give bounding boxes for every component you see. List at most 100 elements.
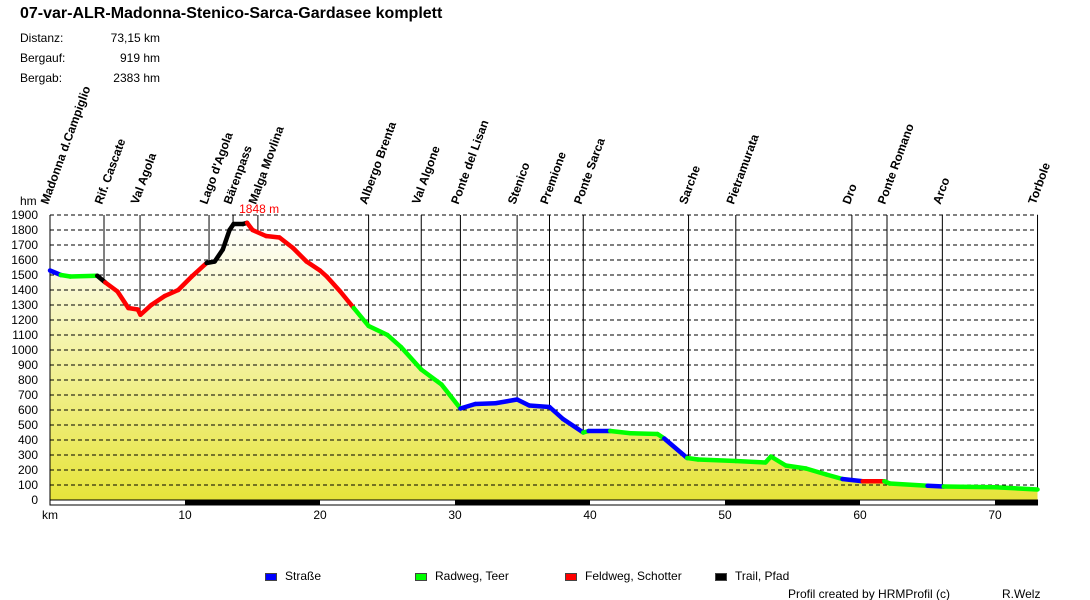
profile-segment-bikepath bbox=[887, 481, 930, 488]
profile-segment-bikepath bbox=[439, 382, 463, 411]
profile-segment-bikepath bbox=[733, 458, 768, 465]
profile-segment-gravel bbox=[189, 260, 209, 279]
stat-value: 2383 hm bbox=[113, 71, 160, 85]
stat-distance: Distanz: 73,15 km bbox=[20, 31, 160, 45]
max-elevation-label: 1848 m bbox=[239, 202, 279, 216]
y-tick-label: 700 bbox=[18, 388, 38, 402]
profile-segment-gravel bbox=[103, 280, 120, 294]
profile-segment-bikepath bbox=[695, 457, 739, 464]
profile-segment-gravel bbox=[149, 293, 167, 308]
y-tick-label: 1500 bbox=[11, 268, 38, 282]
x-tick-label: 40 bbox=[583, 508, 597, 522]
profile-segment-gravel bbox=[277, 235, 296, 251]
profile-segment-gravel bbox=[290, 245, 309, 264]
profile-segment-gravel bbox=[338, 289, 356, 311]
x-axis-bar-segment bbox=[725, 500, 860, 505]
legend-swatch bbox=[715, 572, 727, 581]
y-tick-label: 1100 bbox=[12, 328, 38, 342]
chart-title: 07-var-ALR-Madonna-Stenico-Sarca-Gardase… bbox=[20, 5, 443, 22]
profile-segment-bikepath bbox=[628, 431, 660, 437]
y-tick-label: 1200 bbox=[11, 313, 38, 327]
y-tick-label: 1800 bbox=[11, 223, 38, 237]
profile-segment-bikepath bbox=[803, 466, 829, 477]
x-axis-bar-segment bbox=[455, 500, 590, 505]
profile-segment-bikepath bbox=[419, 367, 444, 387]
profile-segment-trail bbox=[212, 247, 226, 264]
legend-swatch bbox=[265, 572, 277, 581]
credit-text: Profil created by HRMProfil (c) bbox=[788, 587, 951, 600]
stat-ascent: Bergauf: 919 hm bbox=[20, 51, 160, 65]
profile-segment-road bbox=[925, 483, 946, 489]
y-tick-label: 600 bbox=[18, 403, 38, 417]
y-tick-label: 1600 bbox=[11, 253, 38, 267]
profile-segment-road bbox=[560, 416, 586, 435]
y-tick-label: 400 bbox=[18, 433, 38, 447]
legend-swatch bbox=[565, 572, 577, 581]
y-tick-label: 900 bbox=[18, 358, 38, 372]
y-tick-label: 1900 bbox=[11, 208, 38, 222]
profile-area bbox=[50, 222, 1038, 501]
x-tick-label: 70 bbox=[988, 508, 1002, 522]
profile-segment-gravel bbox=[176, 274, 194, 293]
y-tick-label: 800 bbox=[18, 373, 38, 387]
waypoint-label: Ponte del Lisan bbox=[448, 118, 491, 206]
x-tick-label: 20 bbox=[313, 508, 327, 522]
waypoint-label: Val Algone bbox=[409, 144, 443, 206]
profile-segment-gravel bbox=[304, 259, 323, 273]
profile-segment-trail bbox=[220, 227, 232, 252]
profile-segment-road bbox=[662, 436, 690, 461]
author-text: R.Welz bbox=[1002, 587, 1041, 600]
stat-label: Distanz: bbox=[20, 31, 64, 45]
profile-segment-gravel bbox=[250, 227, 269, 239]
profile-segment-bikepath bbox=[351, 305, 371, 329]
profile-segment-bikepath bbox=[398, 344, 424, 372]
y-axis-label: hm bbox=[20, 194, 37, 208]
legend-item-trail: Trail, Pfad bbox=[715, 569, 789, 583]
stat-value: 919 hm bbox=[119, 51, 160, 65]
x-axis-bar-segment bbox=[185, 500, 320, 505]
profile-segment-bikepath bbox=[385, 332, 404, 350]
x-axis-bar-segment bbox=[995, 500, 1038, 505]
y-tick-label: 100 bbox=[18, 478, 38, 492]
waypoint-label: Arco bbox=[930, 176, 953, 206]
profile-segment-gravel bbox=[324, 274, 343, 294]
y-tick-label: 200 bbox=[18, 463, 38, 477]
profile-segment-road bbox=[493, 397, 520, 406]
legend-label: Trail, Pfad bbox=[735, 569, 790, 583]
y-tick-label: 1700 bbox=[11, 238, 38, 252]
profile-segment-gravel bbox=[162, 287, 181, 299]
x-tick-label: 60 bbox=[853, 508, 867, 522]
profile-segment-bikepath bbox=[768, 454, 788, 468]
profile-segment-bikepath bbox=[824, 472, 845, 482]
profile-segment-bikepath bbox=[366, 323, 390, 338]
profile-segment-road bbox=[547, 404, 566, 422]
waypoint-label: Rif. Cascate bbox=[92, 136, 129, 206]
waypoint-label: Madonna d.Campiglio bbox=[38, 84, 94, 206]
y-tick-label: 500 bbox=[18, 418, 38, 432]
legend-item-road: Straße bbox=[265, 569, 321, 583]
y-tick-label: 1000 bbox=[11, 343, 38, 357]
legend-label: Radweg, Teer bbox=[435, 569, 509, 583]
profile-segment-bikepath bbox=[68, 273, 100, 279]
x-tick-label: 50 bbox=[718, 508, 732, 522]
profile-segment-road bbox=[473, 401, 498, 407]
profile-segment-gravel bbox=[138, 302, 154, 317]
y-tick-label: 1400 bbox=[11, 283, 38, 297]
waypoint-label: Ponte Romano bbox=[875, 122, 917, 206]
waypoint-label: Val Agola bbox=[128, 151, 160, 206]
legend-label: Feldweg, Schotter bbox=[585, 569, 682, 583]
profile-segment-gravel bbox=[263, 233, 282, 240]
stat-label: Bergab: bbox=[20, 71, 63, 85]
profile-segment-road bbox=[840, 476, 865, 484]
profile-segment-bikepath bbox=[783, 463, 809, 471]
waypoint-label: Albergo Brenta bbox=[356, 119, 399, 206]
waypoint-label: Pietramurata bbox=[723, 132, 761, 206]
legend-swatch bbox=[415, 572, 427, 581]
y-tick-label: 1300 bbox=[11, 298, 38, 312]
legend-item-bikepath: Radweg, Teer bbox=[415, 569, 509, 583]
profile-segment-road bbox=[527, 403, 552, 410]
stat-value: 73,15 km bbox=[110, 31, 160, 45]
stat-descent: Bergab: 2383 hm bbox=[20, 71, 160, 85]
y-tick-label: 0 bbox=[31, 493, 38, 507]
